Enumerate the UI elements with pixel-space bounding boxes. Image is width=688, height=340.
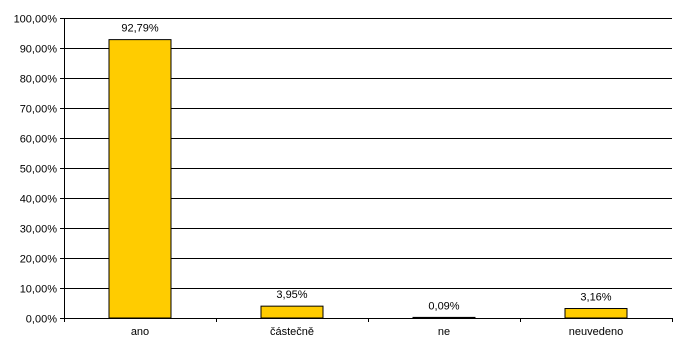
y-tick-label: 60,00% [20,134,58,146]
y-tick-label: 70,00% [20,104,58,116]
data-label: 3,95% [276,289,307,301]
y-tick-label: 40,00% [20,194,58,206]
bar-ano [108,39,172,319]
bar-neuvedeno [564,308,628,319]
x-category-label: částečně [270,326,314,338]
x-category-label: ne [438,326,450,338]
data-label: 3,16% [580,292,611,304]
y-tick-label: 80,00% [20,74,58,86]
y-tick-label: 100,00% [14,14,58,26]
bars [108,39,628,319]
y-tick-label: 10,00% [20,284,58,296]
y-tick-label: 50,00% [20,164,58,176]
y-tick-label: 0,00% [26,314,57,326]
x-category-label: ano [131,326,149,338]
data-labels: 92,79% 3,95% 0,09% 3,16% [121,23,611,313]
data-label: 0,09% [428,301,459,313]
y-tick-label: 20,00% [20,254,58,266]
x-axis: ano částečně ne neuvedeno [64,318,673,338]
y-axis-ticks: 0,00% 10,00% 20,00% 30,00% 40,00% 50,00% 60,00… [14,14,64,326]
bar-ne [412,316,476,319]
x-category-label: neuvedeno [569,326,623,338]
data-label: 92,79% [121,23,159,35]
y-tick-label: 90,00% [20,44,58,56]
y-tick-label: 30,00% [20,224,58,236]
bar-částečně [260,305,324,319]
